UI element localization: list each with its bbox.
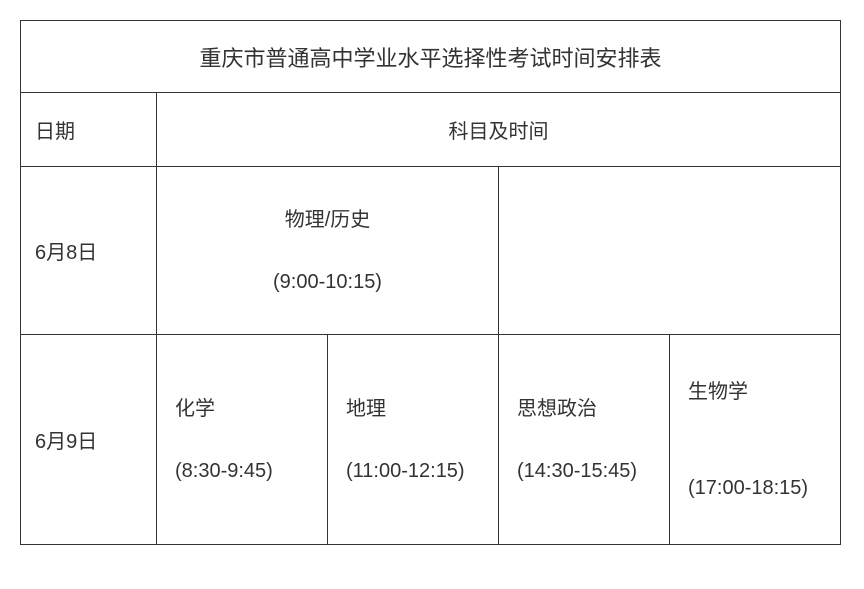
june9-slot3-subject: 思想政治 [517,387,669,431]
row-june-8: 6月8日 物理/历史 (9:00-10:15) [21,167,841,335]
june9-slot1-time: (8:30-9:45) [175,449,327,493]
june9-slot2-time: (11:00-12:15) [346,449,498,493]
row-june-9: 6月9日 化学 (8:30-9:45) 地理 (11:00-12:15) 思想政… [21,335,841,545]
june9-slot4-time: (17:00-18:15) [688,477,808,499]
june9-slot1: 化学 (8:30-9:45) [157,335,328,545]
june9-slot4-subject: 生物学 [688,381,748,403]
header-date: 日期 [21,93,157,167]
header-row: 日期 科目及时间 [21,93,841,167]
table-title: 重庆市普通高中学业水平选择性考试时间安排表 [21,21,841,93]
title-row: 重庆市普通高中学业水平选择性考试时间安排表 [21,21,841,93]
june9-slot1-subject: 化学 [175,387,327,431]
june9-slot3: 思想政治 (14:30-15:45) [499,335,670,545]
june9-slot2-subject: 地理 [346,387,498,431]
june9-slot4: 生物学 (17:00-18:15) [670,335,841,545]
date-june-8: 6月8日 [21,167,157,335]
june8-empty [499,167,841,335]
date-june-9: 6月9日 [21,335,157,545]
june9-slot2: 地理 (11:00-12:15) [328,335,499,545]
june8-slot1: 物理/历史 (9:00-10:15) [157,167,499,335]
june8-slot1-time: (9:00-10:15) [157,260,498,304]
header-subject: 科目及时间 [157,93,841,167]
exam-schedule-table: 重庆市普通高中学业水平选择性考试时间安排表 日期 科目及时间 6月8日 物理/历… [20,20,841,545]
june8-slot1-subject: 物理/历史 [157,198,498,242]
june9-slot3-time: (14:30-15:45) [517,449,669,493]
